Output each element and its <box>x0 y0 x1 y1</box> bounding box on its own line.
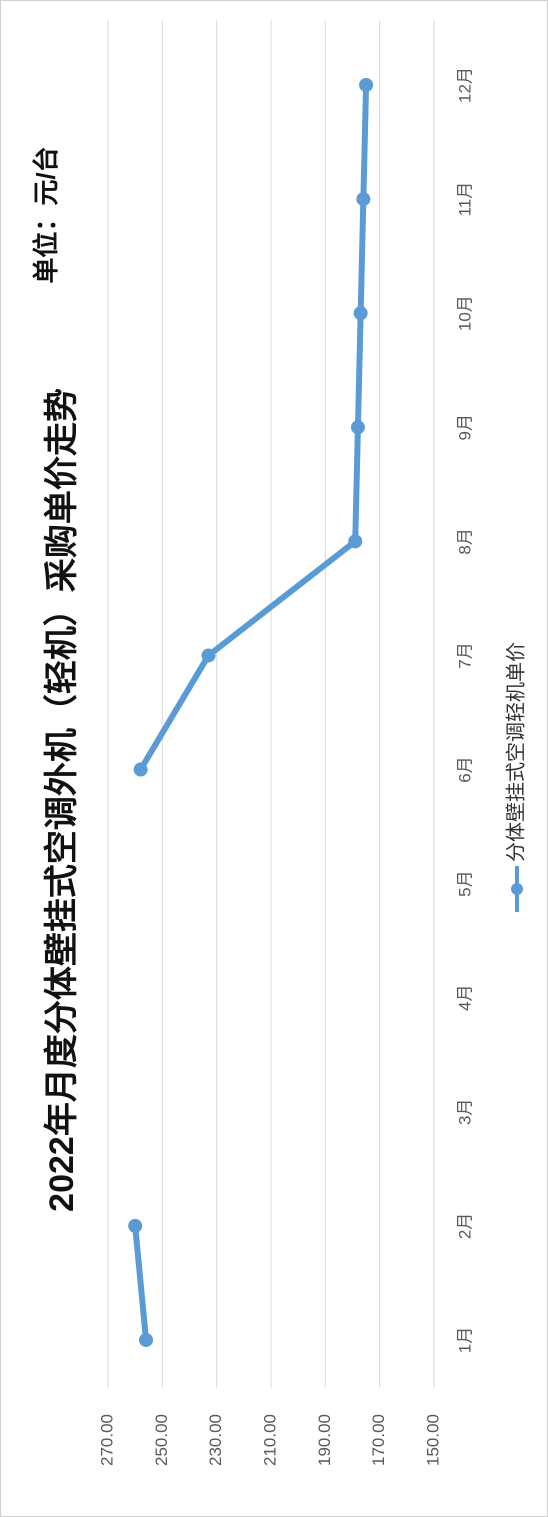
y-tick-label: 150.00 <box>423 1414 442 1466</box>
x-tick-label: 2月 <box>455 1213 474 1239</box>
y-tick-label: 250.00 <box>152 1414 171 1466</box>
chart-title: 2022年月度分体壁挂式空调外机（轻机）采购单价走势 <box>42 388 81 1212</box>
data-point <box>359 78 374 92</box>
x-tick-label: 4月 <box>455 984 474 1010</box>
y-tick-label: 210.00 <box>260 1414 279 1466</box>
x-axis-tick-labels: 1月 2月 3月 4月 5月 6月 7月 8月 9月 10月 11月 12月 <box>455 67 474 1353</box>
data-point <box>350 420 365 435</box>
series-line-segment <box>132 1222 150 1343</box>
legend-marker-swatch <box>511 883 523 895</box>
y-axis-tick-labels: 270.00 250.00 230.00 210.00 190.00 170.00 150.… <box>97 1414 442 1466</box>
series-line-segment <box>137 82 370 773</box>
x-tick-label: 7月 <box>455 642 474 668</box>
y-tick-label: 190.00 <box>315 1414 334 1466</box>
x-tick-label: 10月 <box>455 295 474 331</box>
legend: 分体壁挂式空调轻机单价 <box>504 642 527 912</box>
data-point <box>128 1218 143 1233</box>
x-tick-label: 3月 <box>455 1099 474 1125</box>
data-point <box>353 306 368 321</box>
data-point <box>201 648 216 663</box>
data-point <box>139 1333 154 1347</box>
x-tick-label: 12月 <box>455 67 474 103</box>
x-tick-label: 8月 <box>455 528 474 554</box>
x-tick-label: 11月 <box>455 182 474 217</box>
y-tick-label: 270.00 <box>97 1414 116 1466</box>
x-tick-label: 1月 <box>455 1327 474 1353</box>
legend-label: 分体壁挂式空调轻机单价 <box>504 642 527 862</box>
series-points <box>128 78 374 1347</box>
y-tick-label: 170.00 <box>369 1414 388 1466</box>
x-tick-label: 9月 <box>455 414 474 440</box>
gridlines <box>107 20 435 1388</box>
data-point <box>133 762 148 777</box>
unit-label: 单位：元/台 <box>31 146 61 283</box>
y-tick-label: 230.00 <box>206 1414 225 1466</box>
x-tick-label: 5月 <box>455 870 474 896</box>
data-point <box>348 534 363 549</box>
data-point <box>356 192 371 207</box>
x-tick-label: 6月 <box>455 756 474 782</box>
series-lines <box>132 82 370 1343</box>
